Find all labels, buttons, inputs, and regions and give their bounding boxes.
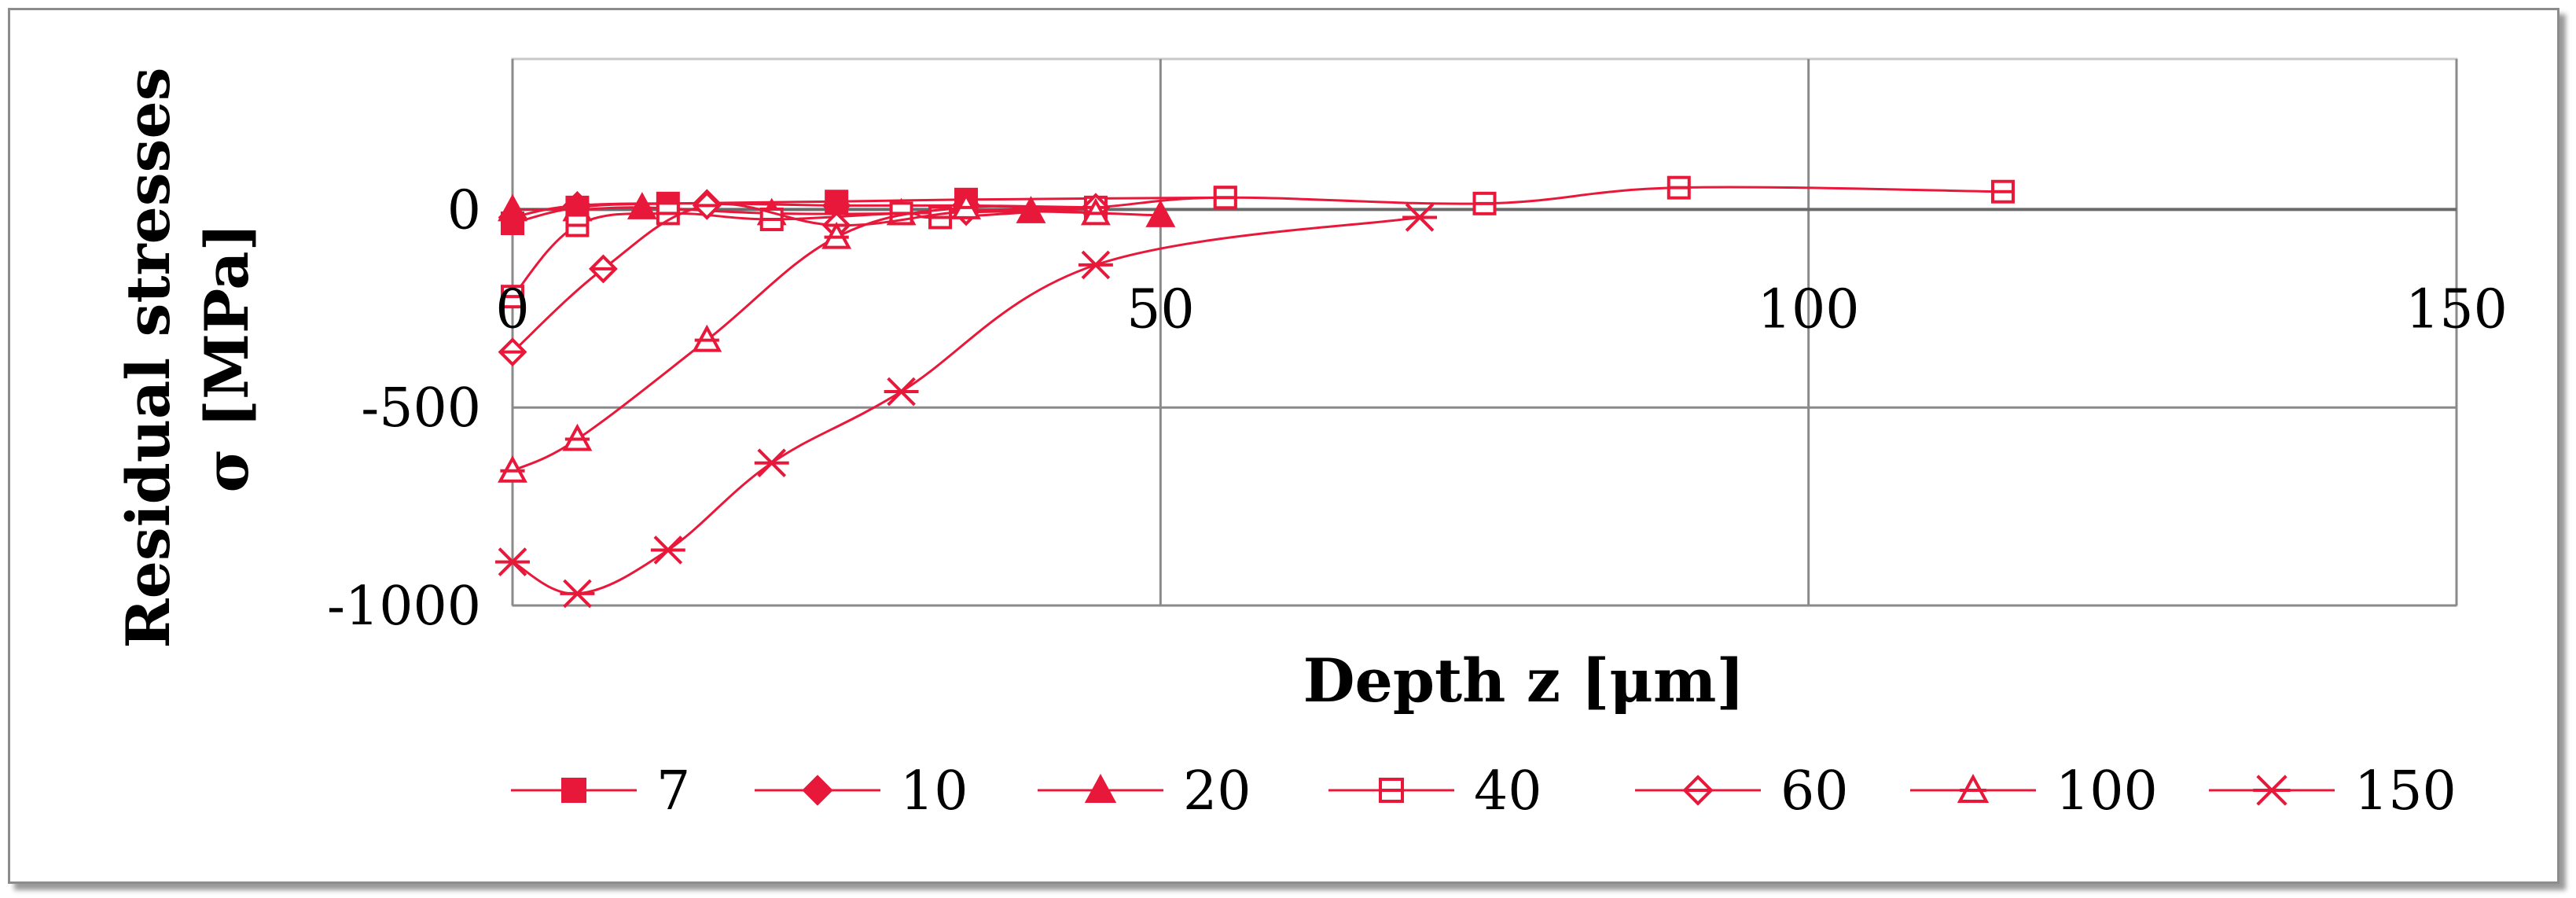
data-point [754, 448, 789, 478]
legend-marker [561, 778, 586, 803]
legend-label: 100 [2056, 760, 2158, 823]
data-point [821, 221, 852, 249]
data-point [1078, 250, 1113, 280]
data-point [495, 547, 530, 576]
data-point [884, 377, 919, 407]
data-point [498, 193, 527, 222]
series-line [511, 203, 1096, 353]
series-layer [495, 175, 2015, 609]
legend-marker [1084, 774, 1117, 803]
data-point [501, 285, 524, 309]
data-point [1016, 196, 1046, 223]
x-tick-label: 50 [1126, 278, 1195, 340]
data-point [650, 535, 685, 565]
gridlines [511, 57, 2458, 607]
data-point [588, 254, 618, 284]
legend: 7 10 20 40 60 100 150 [511, 760, 2457, 823]
legend-item-150: 150 [2209, 760, 2457, 823]
data-point [560, 579, 595, 609]
y-axis-title-line1: Residual stresses [113, 67, 183, 648]
x-axis-title: Depth z [μm] [1303, 646, 1745, 716]
data-point [951, 192, 982, 219]
data-point [656, 201, 680, 226]
legend-item-60: 60 [1635, 760, 1849, 823]
data-point [692, 324, 722, 352]
data-point [692, 190, 722, 220]
y-tick-label: -1000 [327, 576, 481, 638]
data-point [498, 455, 527, 483]
data-point [627, 192, 657, 219]
x-tick-label: 150 [2405, 278, 2508, 340]
data-point [1666, 175, 1691, 200]
series-100 [498, 192, 1111, 483]
chart-frame [8, 8, 2559, 884]
legend-item-100: 100 [1910, 760, 2158, 823]
data-point [1990, 179, 2015, 204]
data-point [1472, 191, 1497, 215]
series-line [512, 204, 1096, 473]
y-tick-label: -500 [361, 377, 481, 440]
legend-label: 40 [1474, 760, 1542, 823]
legend-label: 10 [900, 760, 968, 823]
data-point [1145, 200, 1176, 227]
legend-item-10: 10 [755, 760, 968, 823]
legend-marker [1682, 775, 1714, 806]
legend-marker [802, 775, 833, 806]
legend-item-7: 7 [511, 760, 690, 823]
legend-marker [1379, 778, 1404, 803]
legend-item-40: 40 [1328, 760, 1542, 823]
x-tick-label: 0 [495, 278, 529, 340]
y-tick-label: 0 [447, 179, 481, 241]
plot-area-border [511, 57, 2458, 607]
legend-marker [1957, 774, 1990, 803]
data-point [1402, 203, 1438, 232]
data-point [1213, 186, 1237, 210]
legend-item-20: 20 [1038, 760, 1251, 823]
legend-marker [2253, 775, 2291, 806]
series-line [512, 215, 1420, 595]
axis-titles: Depth z [μm] Residual stresses σ [MPa] [113, 67, 1744, 716]
data-point [565, 213, 590, 237]
y-axis-title-line2: σ [MPa] [192, 223, 262, 493]
data-point [1080, 197, 1111, 226]
legend-label: 7 [656, 760, 690, 823]
legend-label: 150 [2354, 760, 2457, 823]
legend-label: 60 [1780, 760, 1849, 823]
y-axis-title: Residual stresses σ [MPa] [113, 67, 262, 648]
series-150 [495, 203, 1438, 609]
legend-label: 20 [1183, 760, 1251, 823]
data-point [498, 337, 527, 367]
x-tick-label: 100 [1758, 278, 1860, 340]
data-point [562, 423, 593, 451]
